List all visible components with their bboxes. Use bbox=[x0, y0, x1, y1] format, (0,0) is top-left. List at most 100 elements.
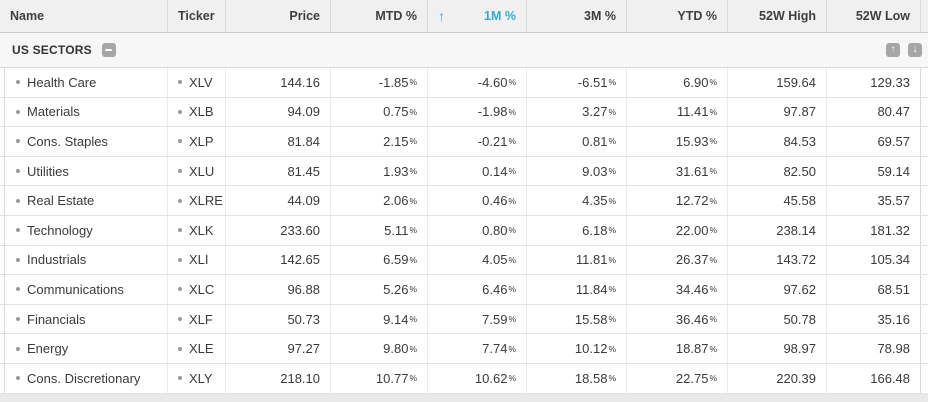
sort-ascending-icon: ↑ bbox=[438, 8, 445, 24]
table-row[interactable]: Health Care XLV 144.16 -1.85% -4.60% -6.51% 6.… bbox=[0, 68, 928, 98]
percent-sign: % bbox=[508, 136, 516, 147]
bullet-icon bbox=[178, 287, 182, 292]
price-cell: 81.45 bbox=[225, 156, 330, 186]
move-group-up-button[interactable]: ↑ bbox=[886, 43, 900, 57]
move-group-down-button[interactable]: ↓ bbox=[908, 43, 922, 57]
ticker-cell: XLY bbox=[167, 363, 225, 393]
bullet-icon bbox=[178, 228, 182, 233]
table-row[interactable]: Technology XLK 233.60 5.11% 0.80% 6.18% 22.00%… bbox=[0, 215, 928, 246]
percent-sign: % bbox=[608, 373, 616, 384]
percent-value: 3.27 bbox=[582, 104, 608, 120]
price-cell: 81.84 bbox=[225, 127, 330, 156]
column-header-ytd[interactable]: YTD % bbox=[626, 0, 727, 32]
percent-cell: -1.85% bbox=[330, 68, 427, 97]
percent-cell: 10.77% bbox=[330, 363, 427, 393]
table-body: Health Care XLV 144.16 -1.85% -4.60% -6.51% 6.… bbox=[0, 68, 928, 394]
percent-sign: % bbox=[508, 373, 516, 384]
sector-name: Technology bbox=[27, 222, 93, 238]
price-cell: 97.27 bbox=[225, 334, 330, 363]
percent-cell: 11.41% bbox=[626, 97, 727, 127]
percent-sign: % bbox=[409, 284, 417, 295]
percent-value: 6.59 bbox=[383, 252, 409, 268]
table-row[interactable]: Industrials XLI 142.65 6.59% 4.05% 11.81% 26.3… bbox=[0, 245, 928, 276]
bullet-icon bbox=[178, 109, 182, 114]
percent-value: 36.46 bbox=[675, 311, 709, 327]
ticker: XLB bbox=[189, 104, 214, 120]
column-header-price[interactable]: Price bbox=[225, 0, 330, 32]
sector-name-cell: Cons. Staples bbox=[0, 127, 167, 156]
percent-sign: % bbox=[709, 314, 717, 325]
percent-value: 5.26 bbox=[383, 281, 409, 297]
column-header-52w-low[interactable]: 52W Low bbox=[826, 0, 920, 32]
percent-cell: 5.11% bbox=[330, 215, 427, 245]
overflow-cell bbox=[920, 215, 928, 245]
percent-sign: % bbox=[608, 166, 616, 177]
percent-cell: 0.80% bbox=[427, 215, 526, 245]
ticker-cell: XLV bbox=[167, 68, 225, 97]
52w-low-cell: 129.33 bbox=[826, 68, 920, 97]
ticker: XLF bbox=[189, 311, 213, 327]
percent-cell: 11.84% bbox=[526, 275, 626, 304]
percent-cell: 18.58% bbox=[526, 363, 626, 393]
table-row[interactable]: Materials XLB 94.09 0.75% -1.98% 3.27% 11.41% 9… bbox=[0, 97, 928, 128]
percent-sign: % bbox=[508, 77, 516, 88]
column-header-1m[interactable]: ↑ 1M % bbox=[427, 0, 526, 32]
column-header-mtd[interactable]: MTD % bbox=[330, 0, 427, 32]
52w-low-cell: 35.16 bbox=[826, 304, 920, 334]
column-header-3m[interactable]: 3M % bbox=[526, 0, 626, 32]
percent-value: 10.12 bbox=[574, 341, 608, 357]
overflow-cell bbox=[920, 68, 928, 97]
bullet-icon bbox=[178, 346, 182, 351]
percent-value: 1.93 bbox=[383, 163, 409, 179]
column-header-name[interactable]: Name bbox=[10, 9, 45, 23]
percent-value: -6.51 bbox=[577, 74, 608, 90]
collapse-group-button[interactable] bbox=[101, 43, 116, 57]
price-cell: 94.09 bbox=[225, 97, 330, 127]
ticker: XLU bbox=[189, 163, 215, 179]
bullet-icon bbox=[16, 139, 20, 144]
table-row[interactable]: Real Estate XLRE 44.09 2.06% 0.46% 4.35% 12.72… bbox=[0, 186, 928, 216]
table-row[interactable]: Energy XLE 97.27 9.80% 7.74% 10.12% 18.87% 98.9… bbox=[0, 334, 928, 364]
table-row[interactable]: Cons. Discretionary XLY 218.10 10.77% 10.62%… bbox=[0, 363, 928, 394]
column-header-52w-high[interactable]: 52W High bbox=[727, 0, 826, 32]
sector-name-cell: Communications bbox=[0, 275, 167, 304]
percent-cell: -4.60% bbox=[427, 68, 526, 97]
percent-cell: 9.80% bbox=[330, 334, 427, 363]
percent-cell: 0.46% bbox=[427, 186, 526, 215]
percent-cell: 7.74% bbox=[427, 334, 526, 363]
table-row[interactable]: Utilities XLU 81.45 1.93% 0.14% 9.03% 31.61% 82… bbox=[0, 156, 928, 187]
percent-sign: % bbox=[409, 195, 417, 206]
52w-high-cell: 45.58 bbox=[727, 186, 826, 215]
percent-cell: 22.00% bbox=[626, 215, 727, 245]
percent-sign: % bbox=[709, 77, 717, 88]
52w-high-cell: 50.78 bbox=[727, 304, 826, 334]
percent-cell: 10.12% bbox=[526, 334, 626, 363]
percent-value: 31.61 bbox=[675, 163, 709, 179]
percent-value: 11.41 bbox=[676, 104, 709, 120]
percent-sign: % bbox=[608, 106, 616, 117]
ticker-cell: XLP bbox=[167, 127, 225, 156]
table-row[interactable]: Cons. Staples XLP 81.84 2.15% -0.21% 0.81% 15.… bbox=[0, 127, 928, 157]
sector-name: Real Estate bbox=[27, 193, 95, 209]
percent-sign: % bbox=[709, 373, 717, 384]
percent-cell: -6.51% bbox=[526, 68, 626, 97]
table-row[interactable]: Financials XLF 50.73 9.14% 7.59% 15.58% 36.46%… bbox=[0, 304, 928, 335]
percent-value: 22.75 bbox=[675, 370, 709, 386]
percent-value: -1.85 bbox=[378, 74, 409, 90]
bullet-icon bbox=[16, 257, 20, 262]
column-header-ticker[interactable]: Ticker bbox=[167, 0, 225, 32]
arrow-down-icon: ↓ bbox=[912, 44, 918, 55]
percent-value: 18.58 bbox=[574, 370, 608, 386]
percent-sign: % bbox=[409, 343, 417, 354]
percent-value: 11.81 bbox=[575, 252, 608, 268]
percent-value: 18.87 bbox=[675, 341, 709, 357]
percent-cell: 6.18% bbox=[526, 215, 626, 245]
bullet-icon bbox=[178, 376, 182, 381]
percent-cell: 4.35% bbox=[526, 186, 626, 215]
ticker-cell: XLF bbox=[167, 304, 225, 334]
percent-value: 4.05 bbox=[482, 252, 508, 268]
table-row[interactable]: Communications XLC 96.88 5.26% 6.46% 11.84% 34… bbox=[0, 275, 928, 305]
bullet-icon bbox=[178, 257, 182, 262]
percent-sign: % bbox=[508, 343, 516, 354]
price-cell: 50.73 bbox=[225, 304, 330, 334]
